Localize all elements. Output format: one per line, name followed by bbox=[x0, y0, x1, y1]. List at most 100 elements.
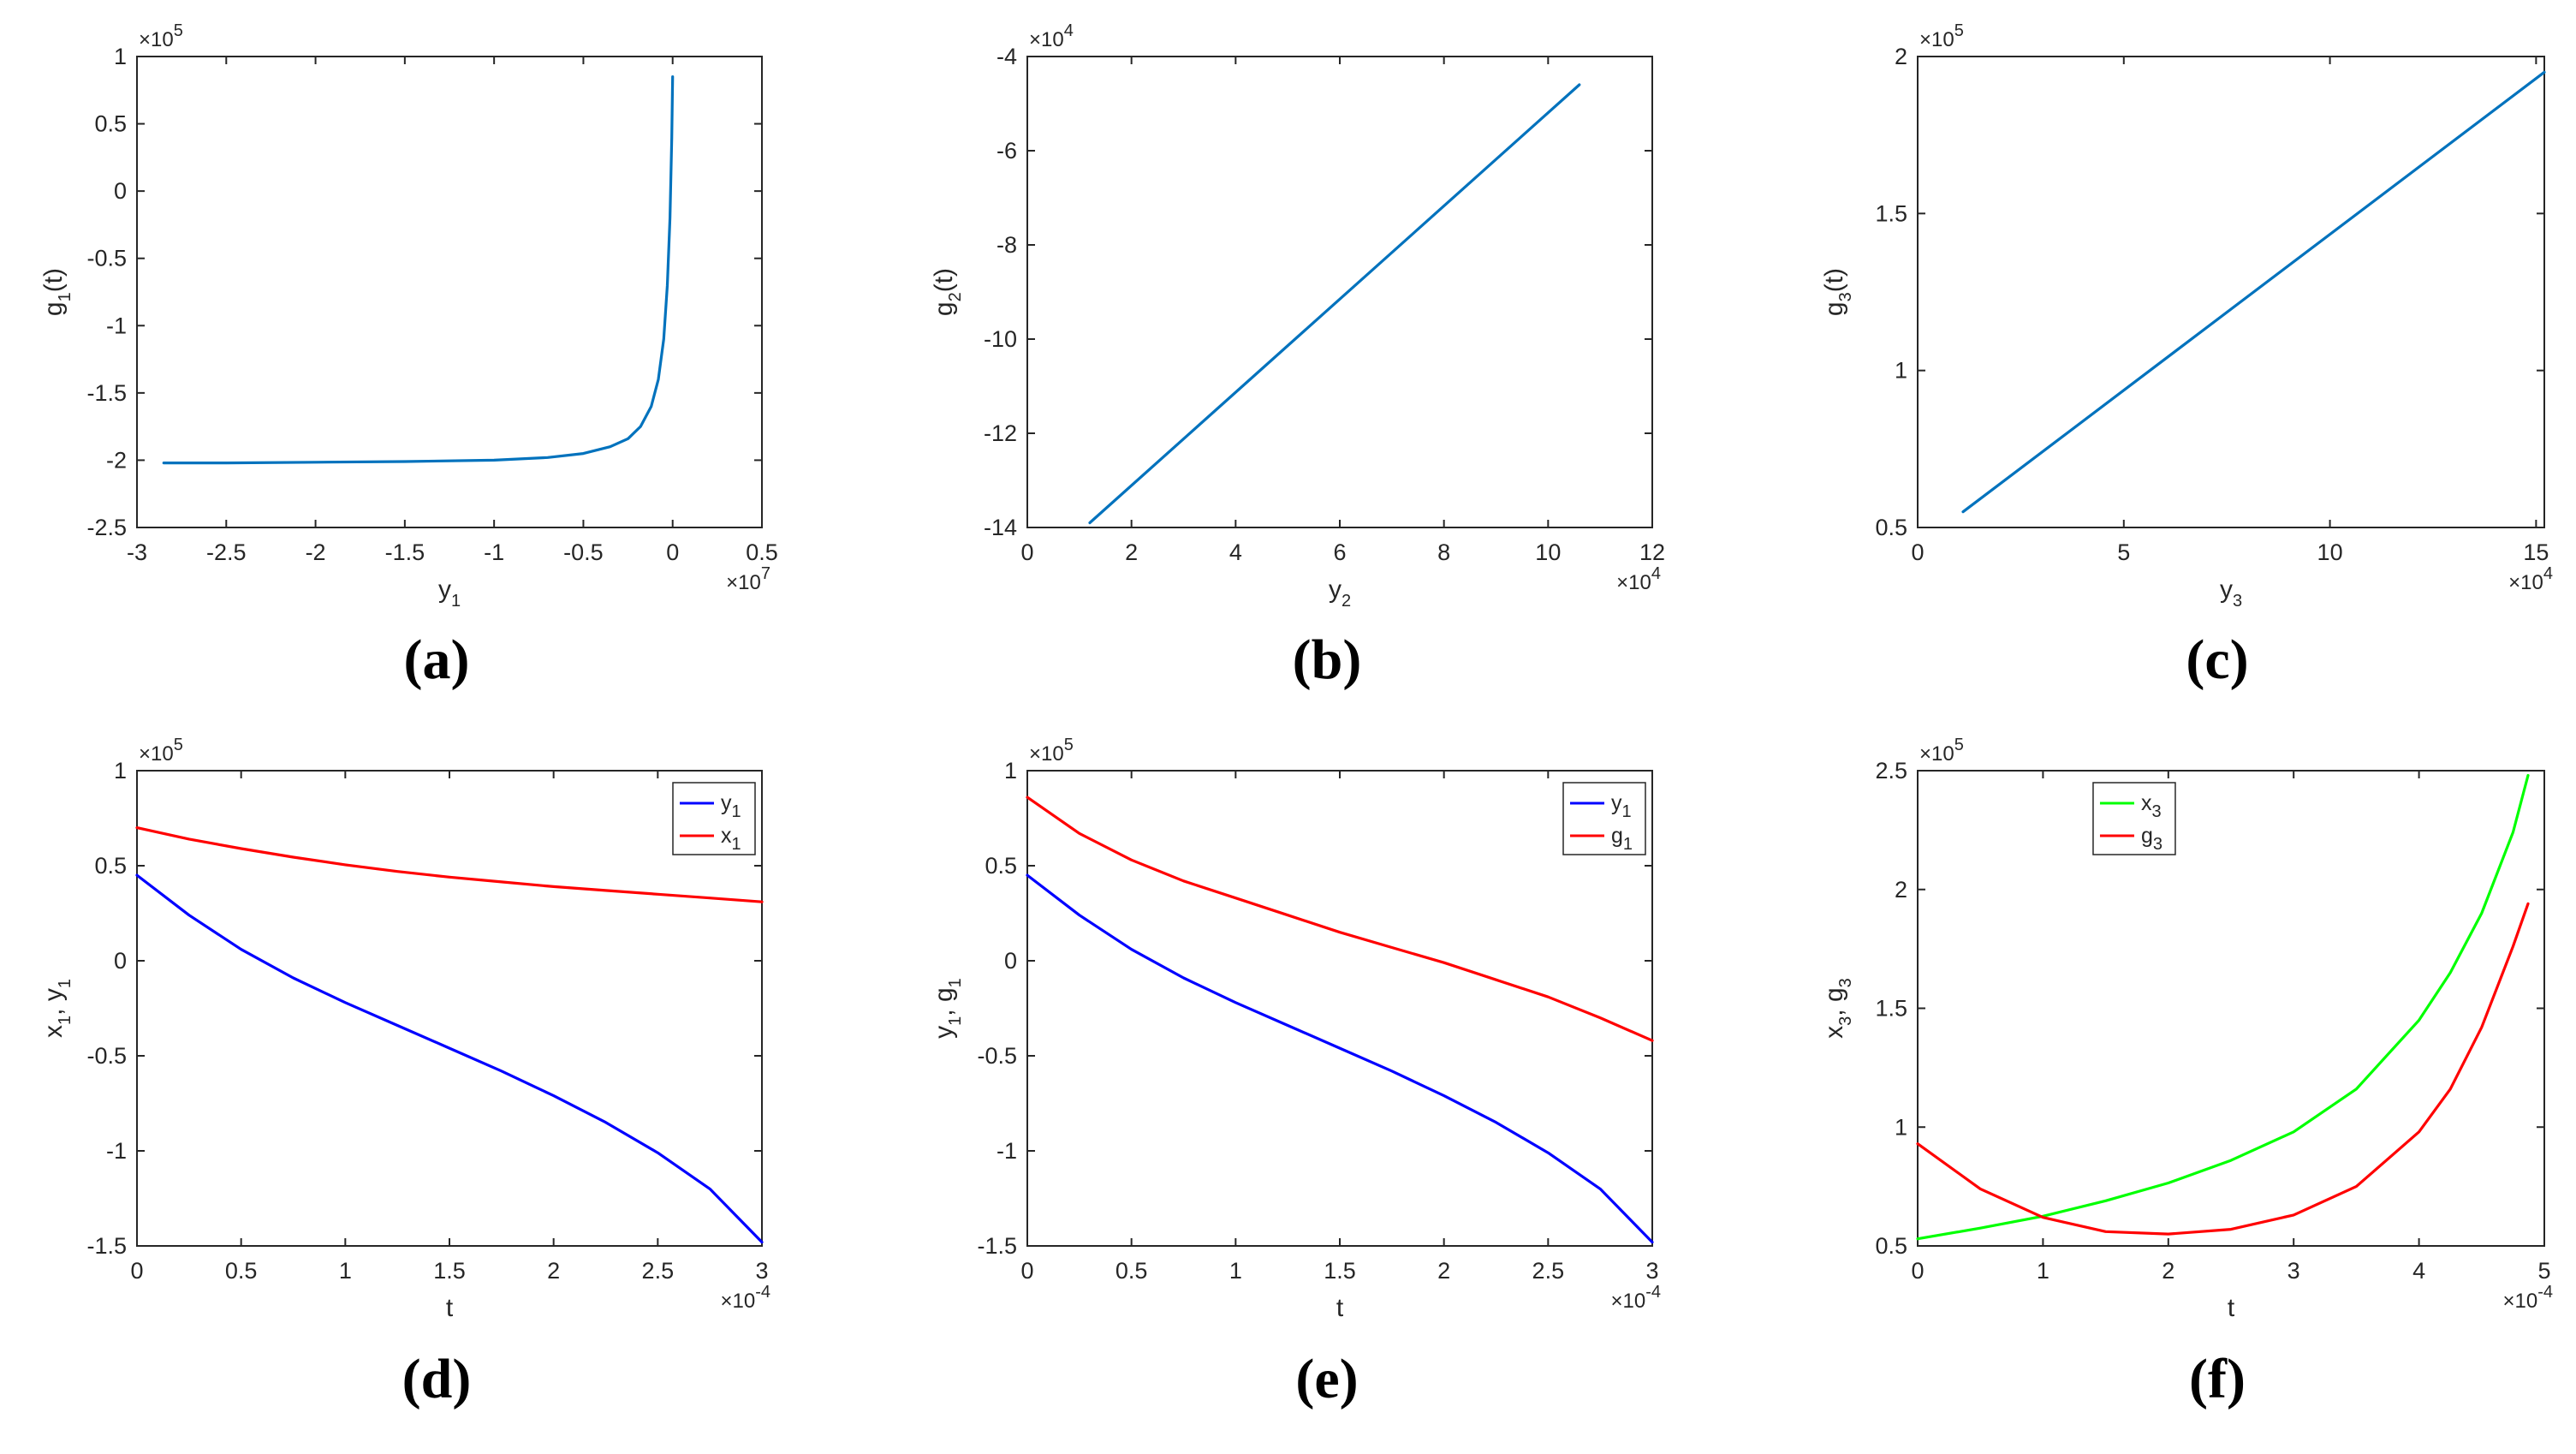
y-tick-label: -2 bbox=[106, 447, 127, 473]
x-tick-label: 0 bbox=[1911, 1258, 1924, 1284]
y-tick-label: 1 bbox=[1895, 1114, 1907, 1140]
series-line-y1 bbox=[135, 873, 764, 1244]
x-tick-label: 8 bbox=[1437, 539, 1450, 565]
plot-frame bbox=[136, 770, 763, 1247]
series-line-y1 bbox=[1026, 873, 1654, 1244]
x-exponent-label: ×10-4 bbox=[720, 1283, 770, 1313]
x-tick-label: 10 bbox=[1535, 539, 1561, 565]
x-tick-label: 12 bbox=[1639, 539, 1665, 565]
panel-label: (c) bbox=[2186, 629, 2248, 691]
panel-label: (b) bbox=[1293, 629, 1362, 691]
y-tick-label: 2 bbox=[1895, 44, 1907, 69]
y-tick-label: 1.5 bbox=[1875, 200, 1907, 226]
y-tick-label: -14 bbox=[984, 515, 1017, 540]
y-axis-label: x3, g3 bbox=[1820, 978, 1855, 1039]
x-tick-label: -2 bbox=[306, 539, 326, 565]
y-tick-label: -4 bbox=[996, 44, 1017, 69]
y-tick-label: 1.5 bbox=[1875, 996, 1907, 1022]
series-line-g1 bbox=[1026, 796, 1654, 1042]
y-exponent-label: ×105 bbox=[139, 736, 183, 766]
x-tick-label: 0 bbox=[1911, 539, 1924, 565]
legend-entry-label: x1 bbox=[721, 824, 741, 854]
legend-box bbox=[1562, 782, 1646, 855]
y-tick-label: 0 bbox=[114, 178, 127, 204]
x-tick-label: -3 bbox=[127, 539, 147, 565]
legend-entry-label: g3 bbox=[2141, 824, 2163, 854]
x-axis-label: y1 bbox=[438, 575, 461, 611]
x-tick-label: 0 bbox=[130, 1258, 143, 1284]
x-exponent-label: ×107 bbox=[726, 564, 770, 594]
x-tick-label: 15 bbox=[2523, 539, 2549, 565]
y-exponent-label: ×105 bbox=[139, 21, 183, 51]
legend-entry-label: y1 bbox=[1611, 791, 1632, 821]
x-tick-label: 4 bbox=[2412, 1258, 2425, 1284]
x-tick-label: 3 bbox=[755, 1258, 768, 1284]
y-exponent-label: ×104 bbox=[1029, 21, 1074, 51]
y-axis-label: x1, y1 bbox=[39, 979, 74, 1038]
panel-b: 0 2 4 6 8 10 12 -14 -12 -10 -8 -6 -4 ×104 ×104 y2 g2(t) (… bbox=[930, 21, 1665, 691]
series-line-x3 bbox=[1916, 773, 2530, 1241]
x-tick-label: 0 bbox=[666, 539, 679, 565]
plot-frame bbox=[1917, 56, 2545, 528]
y-tick-label: 1 bbox=[1895, 358, 1907, 384]
x-tick-label: 0 bbox=[1020, 1258, 1033, 1284]
y-tick-label: 0.5 bbox=[94, 111, 127, 137]
panel-a: -3 -2.5 -2 -1.5 -1 -0.5 0 0.5-2.5-2-1.5-1-0.500… bbox=[39, 21, 778, 691]
y-tick-label: -1.5 bbox=[86, 380, 127, 406]
y-tick-label: 0 bbox=[114, 948, 127, 974]
y-tick-label: 0 bbox=[1004, 948, 1017, 974]
legend-entry-label: x3 bbox=[2141, 791, 2162, 821]
y-axis-label: g1(t) bbox=[39, 268, 74, 316]
y-exponent-label: ×105 bbox=[1029, 736, 1074, 766]
x-tick-label: 1 bbox=[2037, 1258, 2049, 1284]
plot-frame bbox=[136, 56, 763, 528]
legend-entry-label: y1 bbox=[721, 791, 741, 821]
y-tick-label: 0.5 bbox=[1875, 1233, 1907, 1259]
x-tick-label: -2.5 bbox=[206, 539, 247, 565]
x-exponent-label: ×10-4 bbox=[1610, 1283, 1661, 1313]
y-tick-label: 2.5 bbox=[1875, 758, 1907, 784]
x-tick-label: 6 bbox=[1333, 539, 1346, 565]
x-tick-label: 2 bbox=[547, 1258, 560, 1284]
plot-frame bbox=[1026, 56, 1653, 528]
panel-label: (a) bbox=[404, 629, 470, 691]
y-tick-label: -0.5 bbox=[86, 1043, 127, 1069]
series-line-g2 bbox=[1088, 83, 1581, 525]
y-tick-label: -10 bbox=[984, 326, 1017, 352]
y-tick-label: -0.5 bbox=[977, 1043, 1017, 1069]
panel-c: 0 5 10 15 0.5 1 1.5 2 ×105 ×104 y3 g3(t) (c) bbox=[1820, 21, 2553, 691]
y-tick-label: 2 bbox=[1895, 877, 1907, 903]
y-tick-label: -1 bbox=[996, 1138, 1017, 1164]
x-tick-label: 4 bbox=[1229, 539, 1242, 565]
x-exponent-label: ×104 bbox=[2508, 564, 2553, 594]
legend-box bbox=[672, 782, 756, 855]
y-exponent-label: ×105 bbox=[1919, 736, 1964, 766]
x-exponent-label: ×104 bbox=[1616, 564, 1661, 594]
panel-label: (e) bbox=[1295, 1348, 1358, 1410]
x-axis-label: t bbox=[2228, 1294, 2235, 1322]
x-tick-label: -1.5 bbox=[385, 539, 425, 565]
y-tick-label: 0.5 bbox=[985, 853, 1017, 879]
x-tick-label: 0 bbox=[1020, 539, 1033, 565]
y-tick-label: -1.5 bbox=[977, 1233, 1017, 1259]
x-tick-label: 1.5 bbox=[433, 1258, 466, 1284]
x-tick-label: 2.5 bbox=[1532, 1258, 1565, 1284]
y-axis-label: g3(t) bbox=[1820, 268, 1855, 316]
x-tick-label: 3 bbox=[2287, 1258, 2300, 1284]
x-tick-label: 5 bbox=[2537, 1258, 2550, 1284]
panel-label: (f) bbox=[2189, 1348, 2246, 1410]
x-tick-label: 1 bbox=[339, 1258, 352, 1284]
x-tick-label: 2 bbox=[1437, 1258, 1450, 1284]
panel-e: 0 0.5 1 1.5 2 2.5 3 -1.5 -1 -0.5 0 0.5 1 ×105 ×10-4 t y1… bbox=[930, 736, 1661, 1410]
x-tick-label: 5 bbox=[2117, 539, 2130, 565]
y-tick-label: -0.5 bbox=[86, 246, 127, 271]
x-axis-label: y3 bbox=[2220, 575, 2242, 611]
y-tick-label: -1 bbox=[106, 1138, 127, 1164]
x-axis-label: y2 bbox=[1329, 575, 1351, 611]
y-tick-label: -12 bbox=[984, 420, 1017, 446]
x-tick-label: -1 bbox=[484, 539, 504, 565]
x-axis-label: t bbox=[446, 1294, 454, 1322]
y-tick-label: 0.5 bbox=[94, 853, 127, 879]
